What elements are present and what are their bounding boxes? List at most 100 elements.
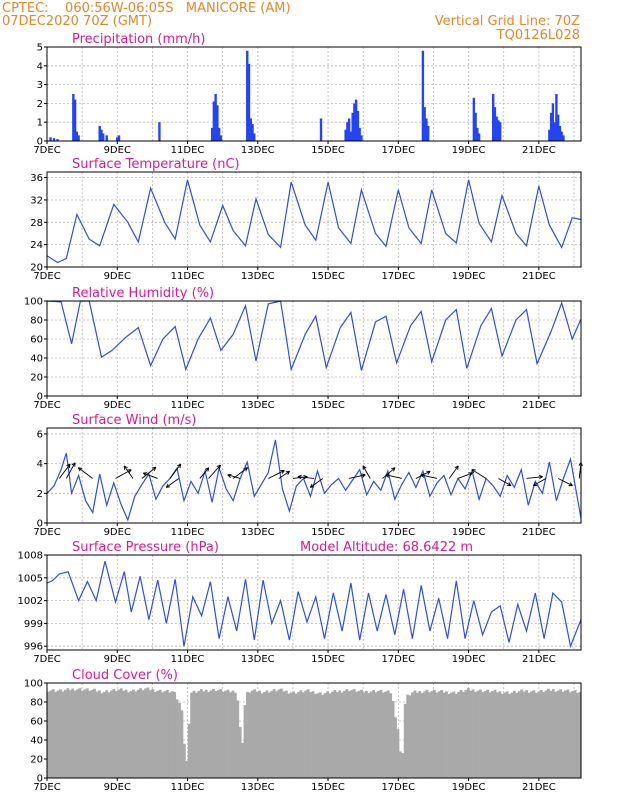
panel-frame xyxy=(46,427,582,524)
cloud-bar xyxy=(549,690,553,778)
cloud-bar xyxy=(212,688,215,778)
cloud-bar xyxy=(221,691,225,778)
y-tick-label: 996 xyxy=(24,642,43,653)
panel-wind: 0 2 4 6 7DEC 9DEC 11DEC 13DEC 15DEC 17DEC 19DEC 21D… xyxy=(33,413,583,538)
x-tick-label: 7DEC xyxy=(33,654,60,665)
header-grid-line: Vertical Grid Line: 70Z xyxy=(435,14,580,29)
precip-bar xyxy=(356,110,360,141)
x-tick-label: 17DEC xyxy=(381,527,415,538)
y-tick-label: 6 xyxy=(37,429,43,440)
cloud-bar xyxy=(284,690,288,778)
x-tick-label: 13DEC xyxy=(241,782,275,793)
cloud-bar xyxy=(49,690,53,778)
cloud-bar xyxy=(491,691,495,778)
precip-bar xyxy=(425,118,428,141)
precip-bar xyxy=(493,107,497,141)
precip-bar xyxy=(358,127,361,141)
precip-bar xyxy=(210,127,214,141)
y-tick-label: 2 xyxy=(37,489,43,500)
precip-bar xyxy=(474,112,477,141)
cloud-bar xyxy=(437,691,441,778)
x-tick-label: 13DEC xyxy=(241,271,275,282)
cloud-bar xyxy=(209,690,213,778)
y-tick-label: 999 xyxy=(24,619,43,630)
cloud-bar xyxy=(173,691,177,778)
x-tick-label: 9DEC xyxy=(104,527,131,538)
cloud-bar xyxy=(238,727,242,778)
cloud-bar xyxy=(345,689,349,778)
cloud-bar xyxy=(233,692,237,778)
wind-vector-arrow xyxy=(165,478,180,488)
cloud-bar xyxy=(311,691,315,778)
x-tick-label: 15DEC xyxy=(311,782,345,793)
cloud-bar xyxy=(394,717,397,778)
x-tick-label: 11DEC xyxy=(171,145,205,156)
rh-title: Relative Humidity (%) xyxy=(72,286,214,301)
y-tick-label: 60 xyxy=(30,335,43,346)
precip-bar xyxy=(472,97,476,141)
cloud-bar xyxy=(301,692,305,778)
cloud-bar xyxy=(95,691,99,778)
cloud-bar xyxy=(355,691,359,778)
wind-vector-arrow xyxy=(448,465,459,479)
cloud-bar xyxy=(63,689,67,778)
cloud-bar xyxy=(180,710,184,778)
precip-bar xyxy=(98,125,101,141)
y-tick-label: 5 xyxy=(37,43,43,54)
cloud-bar xyxy=(97,690,101,778)
panel-frame xyxy=(46,682,582,779)
cloud-bar xyxy=(435,692,439,778)
cloud-bar xyxy=(78,688,82,778)
cloud-bar xyxy=(148,690,152,778)
cloud-bar xyxy=(505,691,509,778)
cloud-bar xyxy=(379,689,383,778)
cloud-bar xyxy=(476,690,480,778)
precip-bar xyxy=(77,135,80,141)
cloud-bar xyxy=(127,692,130,778)
x-tick-label: 7DEC xyxy=(33,271,60,282)
cloud-bar xyxy=(214,691,218,778)
panel-pressure: 996 999 1002 1005 1008 7DEC 9DEC 11DEC 13DEC 15DE… xyxy=(18,540,582,665)
x-tick-label: 7DEC xyxy=(33,145,60,156)
wind-vector-arrow xyxy=(297,474,315,480)
x-tick-label: 9DEC xyxy=(104,400,131,411)
cloud-bar xyxy=(454,693,458,778)
rh-series-line xyxy=(46,300,582,372)
cloud-bar xyxy=(119,688,123,778)
x-tick-label: 13DEC xyxy=(241,400,275,411)
x-tick-label: 11DEC xyxy=(171,400,205,411)
wind-vector-arrow xyxy=(498,478,512,487)
cloud-bar xyxy=(352,689,356,778)
x-tick-label: 21DEC xyxy=(522,400,556,411)
panel-frame xyxy=(46,46,582,142)
cloud-bar xyxy=(146,687,150,778)
panel-rh: 0 20 40 60 80 100 7DEC 9DEC 11DEC 13DEC 15DEC 17DEC… xyxy=(24,286,582,411)
precip-bar xyxy=(52,138,56,141)
cloud-bar xyxy=(267,692,271,778)
cloud-bar xyxy=(493,689,497,778)
cloud-bar xyxy=(360,689,363,778)
precip-bar xyxy=(426,125,430,141)
cloud-bar xyxy=(158,689,162,778)
precip-bar xyxy=(73,99,77,141)
wind-vector-arrow xyxy=(227,473,241,479)
cloud-bar xyxy=(449,692,453,778)
cloud-bar xyxy=(520,689,524,778)
precip-bar xyxy=(56,139,59,141)
precip-bar xyxy=(558,125,562,141)
cloud-bar xyxy=(330,691,334,778)
precip-bar xyxy=(347,118,351,141)
precip-bar xyxy=(556,114,560,141)
cloud-bar xyxy=(83,689,87,778)
precip-bar xyxy=(423,107,426,141)
y-tick-label: 0 xyxy=(37,774,43,785)
cloud-bar xyxy=(457,691,461,778)
precip-bar xyxy=(105,135,108,141)
cloud-bar xyxy=(573,690,577,778)
cloud-bar xyxy=(243,705,247,778)
wind-vector-arrow xyxy=(415,470,431,479)
panel-cloud: 0 20 40 60 80 100 7DEC 9DEC 11DEC 13DEC 15DEC 17DEC… xyxy=(24,668,582,793)
cloud-bar xyxy=(56,690,60,778)
x-tick-label: 15DEC xyxy=(311,527,345,538)
y-tick-label: 100 xyxy=(24,297,43,308)
